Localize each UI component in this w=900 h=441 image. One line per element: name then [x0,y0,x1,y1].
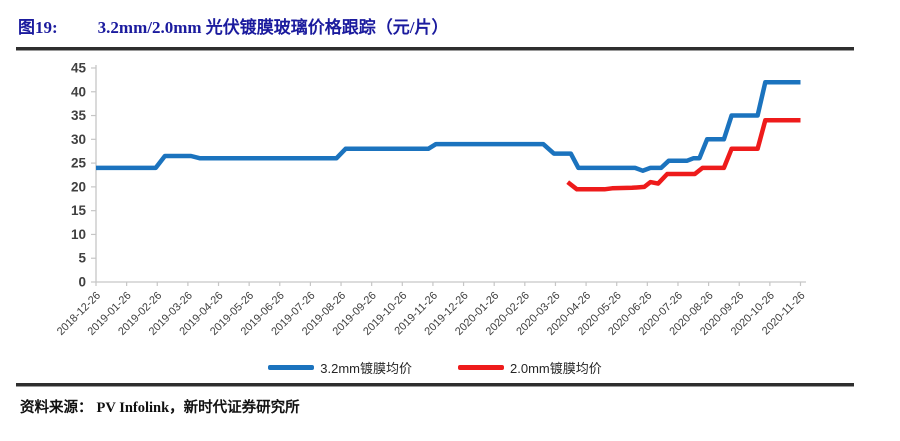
legend-label: 3.2mm镀膜均价 [320,360,412,376]
series-line-3-2mm [96,79,801,173]
legend-item-2-0mm: 2.0mm镀膜均价 [458,358,602,377]
chart-legend: 3.2mm镀膜均价 2.0mm镀膜均价 [16,355,854,379]
series-line-2-0mm [566,118,801,192]
legend-label: 2.0mm镀膜均价 [510,360,602,376]
source-row: 资料来源： PV Infolink，新时代证券研究所 [20,396,900,417]
figure-title: 3.2mm/2.0mm 光伏镀膜玻璃价格跟踪（元/片） [97,18,449,37]
chart-svg: 0510152025303540452018-12-262019-01-2620… [55,60,808,337]
y-axis-label: 25 [71,156,87,171]
y-axis-label: 20 [71,179,86,194]
source-text: PV Infolink，新时代证券研究所 [96,400,300,416]
legend-line-swatch [458,364,504,370]
y-axis-label: 0 [78,275,86,290]
y-axis-label: 30 [71,132,86,147]
figure-number-label: 图19: [18,18,58,37]
y-axis-label: 45 [71,60,87,75]
figure-title-row: 图19: 3.2mm/2.0mm 光伏镀膜玻璃价格跟踪（元/片） [0,0,900,38]
y-axis-label: 40 [71,84,86,99]
legend-item-3-2mm: 3.2mm镀膜均价 [268,358,412,377]
y-axis-label: 35 [71,108,87,123]
y-axis-label: 5 [78,251,86,266]
title-underline [16,47,854,51]
figure-bottom-rule [16,383,854,387]
source-label: 资料来源： [20,400,93,416]
chart-area: 0 5 10 15 20 25 30 35 40 45 2018-12-26 2019-01-26 20… [0,51,880,359]
y-axis-label: 10 [71,227,86,242]
y-axis-label: 15 [71,203,87,218]
legend-line-swatch [268,364,315,370]
